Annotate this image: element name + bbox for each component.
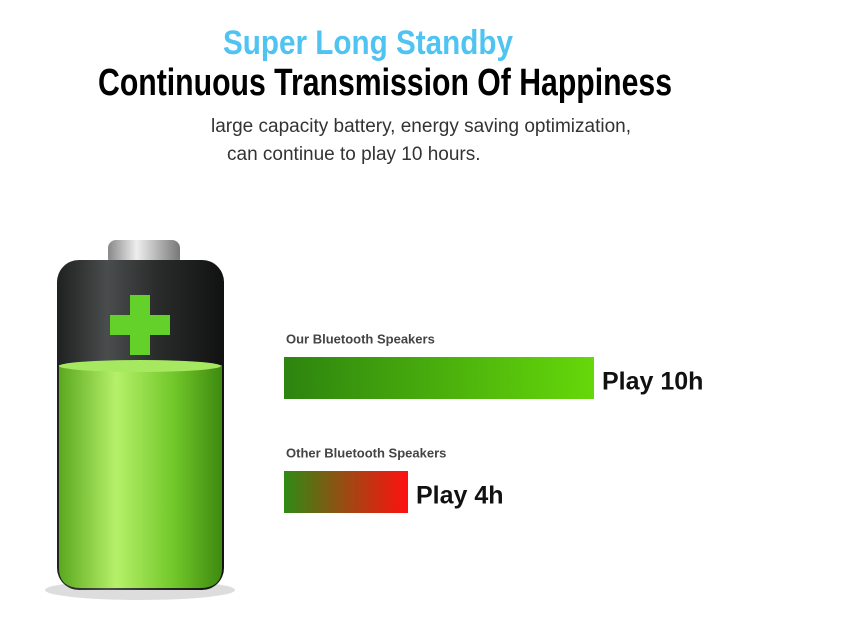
bar-label: Our Bluetooth Speakers [286,331,435,346]
value-label: Play 10h [602,368,703,396]
value-label: Play 4h [416,482,504,510]
battery-illustration [45,240,235,600]
description-line: large capacity battery, energy saving op… [211,116,631,137]
bar [284,357,594,399]
description-line: can continue to play 10 hours. [227,144,481,165]
bar-label: Other Bluetooth Speakers [286,445,446,460]
bar [284,471,408,513]
title: Super Long Standby [223,24,513,62]
headline: Continuous Transmission Of Happiness [98,62,672,104]
